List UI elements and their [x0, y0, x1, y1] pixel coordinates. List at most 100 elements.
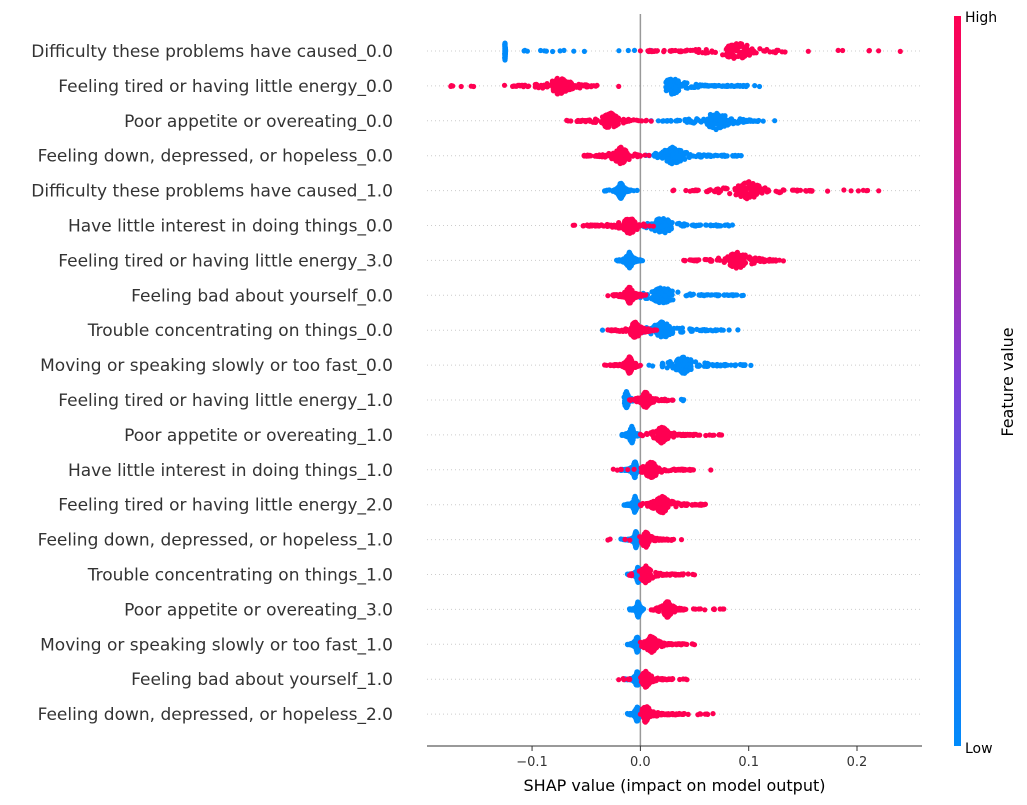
shap-point-low	[673, 86, 679, 92]
shap-point-high	[740, 186, 746, 192]
shap-point-high	[585, 117, 591, 123]
shap-point-high	[616, 145, 623, 151]
shap-point-high	[471, 83, 477, 90]
shap-point-high	[709, 432, 715, 438]
shap-point-high	[803, 188, 809, 194]
shap-point-high	[809, 188, 815, 194]
shap-point-low	[718, 113, 724, 119]
shap-point-high	[897, 48, 903, 55]
shap-point-low	[667, 361, 673, 367]
shap-point-high	[723, 185, 729, 191]
shap-point-low	[729, 83, 735, 89]
shap-point-low	[760, 118, 766, 124]
shap-point-high	[716, 190, 722, 196]
shap-point-high	[677, 572, 683, 578]
shap-point-high	[737, 264, 743, 270]
shap-point-high	[656, 465, 662, 471]
shap-point-low	[651, 152, 657, 158]
shap-point-low	[675, 289, 681, 295]
shap-point-high	[740, 48, 747, 55]
shap-point-high	[661, 396, 668, 402]
shap-point-high	[866, 47, 873, 54]
shap-point-low	[722, 153, 728, 159]
shap-point-high	[678, 48, 684, 54]
shap-point-high	[685, 571, 691, 577]
shap-point-high	[623, 118, 629, 124]
shap-point-high	[805, 48, 811, 54]
shap-point-high	[637, 291, 643, 297]
shap-point-low	[538, 47, 544, 54]
shap-point-high	[552, 83, 558, 89]
shap-point-high	[655, 437, 661, 443]
shap-point-low	[502, 48, 509, 54]
shap-point-low	[688, 362, 694, 368]
shap-point-high	[607, 116, 614, 122]
shap-point-low	[630, 505, 637, 512]
shap-point-low	[635, 612, 641, 618]
shap-point-low	[681, 354, 687, 360]
shap-point-low	[688, 357, 694, 363]
shap-point-high	[607, 536, 613, 542]
shap-point-high	[687, 47, 694, 54]
shap-point-high	[727, 191, 733, 197]
shap-point-low	[718, 121, 724, 127]
shap-point-high	[662, 437, 669, 443]
shap-point-low	[685, 292, 691, 298]
shap-point-high	[720, 52, 726, 58]
shap-point-low	[673, 358, 680, 365]
shap-point-low	[745, 118, 751, 124]
shap-point-high	[661, 47, 667, 54]
shap-point-low	[668, 117, 674, 124]
shap-point-low	[735, 327, 741, 333]
shap-point-high	[733, 41, 740, 47]
shap-point-high	[658, 426, 665, 432]
shap-point-high	[739, 41, 745, 47]
shap-point-high	[724, 48, 731, 54]
shap-point-high	[746, 182, 752, 188]
shap-point-high	[563, 81, 569, 87]
shap-point-high	[593, 83, 599, 89]
shap-point-high	[774, 47, 780, 53]
shap-point-high	[660, 510, 666, 516]
shap-point-low	[639, 606, 645, 612]
shap-point-high	[702, 50, 709, 56]
shap-point-low	[630, 606, 636, 613]
shap-point-low	[726, 327, 732, 333]
shap-point-low	[664, 324, 670, 330]
shap-point-high	[709, 49, 715, 55]
shap-point-high	[625, 467, 631, 473]
shap-point-high	[684, 501, 690, 507]
shap-point-high	[648, 48, 655, 55]
shap-point-low	[752, 83, 758, 89]
shap-point-high	[622, 536, 628, 543]
shap-point-high	[615, 222, 621, 228]
shap-point-high	[550, 79, 556, 85]
shap-point-low	[581, 48, 588, 55]
shap-point-low	[669, 91, 675, 97]
shap-point-high	[748, 192, 754, 198]
shap-point-low	[616, 184, 622, 190]
shap-point-high	[708, 258, 714, 264]
shap-point-low	[674, 118, 680, 124]
shap-point-high	[588, 223, 594, 229]
shap-point-high	[450, 83, 456, 89]
shap-point-high	[669, 397, 675, 403]
shap-point-low	[616, 48, 622, 54]
shap-point-low	[721, 292, 727, 298]
shap-point-high	[692, 501, 698, 507]
shap-point-high	[630, 228, 636, 235]
shap-point-high	[708, 467, 714, 473]
shap-point-high	[865, 187, 871, 194]
shap-point-high	[642, 223, 648, 229]
shap-point-low	[666, 219, 672, 225]
shap-point-low	[620, 259, 626, 265]
shap-point-high	[643, 530, 649, 537]
shap-point-high	[674, 432, 680, 438]
shap-point-high	[595, 223, 601, 229]
shap-point-low	[691, 120, 697, 126]
shap-point-low	[622, 395, 628, 401]
shap-point-high	[647, 223, 653, 229]
shap-point-low	[684, 119, 690, 125]
shap-point-high	[706, 187, 712, 193]
